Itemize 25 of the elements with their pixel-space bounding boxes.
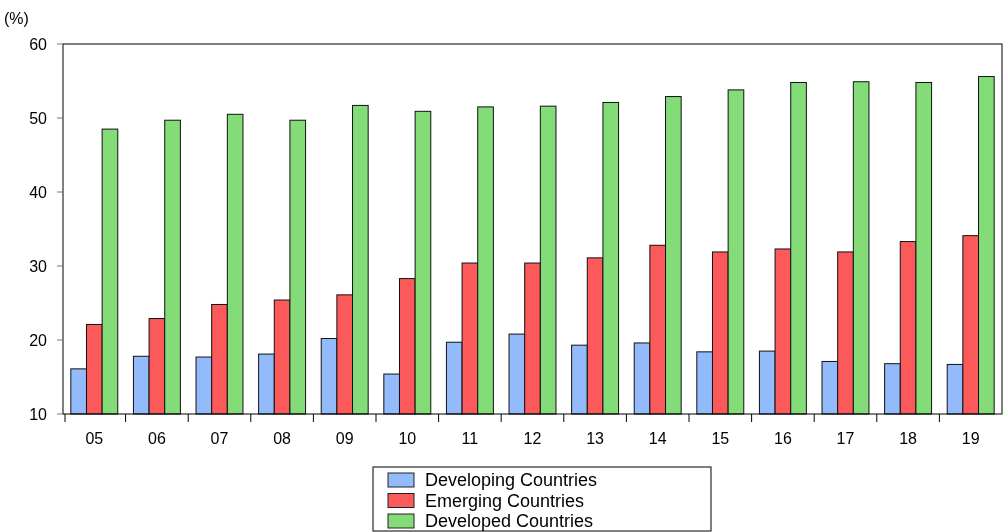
x-tick-label: 14 xyxy=(648,430,667,447)
x-tick-label: 18 xyxy=(899,430,918,447)
y-tick-label: 40 xyxy=(29,183,48,201)
y-tick-label: 50 xyxy=(29,109,48,127)
y-tick-label: 60 xyxy=(29,35,48,53)
y-tick-label: 10 xyxy=(29,405,48,423)
x-tick-label: 15 xyxy=(711,430,730,447)
legend-label: Emerging Countries xyxy=(425,490,585,511)
x-tick-label: 05 xyxy=(85,430,104,447)
x-tick-label: 17 xyxy=(836,430,855,447)
x-tick-label: 16 xyxy=(774,430,792,447)
y-tick-label: 20 xyxy=(29,331,48,349)
y-axis-title: (%) xyxy=(4,10,29,27)
legend-label: Developing Countries xyxy=(425,470,598,491)
x-tick-label: 09 xyxy=(335,430,354,447)
x-tick-label: 07 xyxy=(210,430,229,447)
x-tick-label: 19 xyxy=(961,430,980,447)
x-tick-label: 13 xyxy=(586,430,605,447)
x-tick-label: 08 xyxy=(273,430,292,447)
x-tick-label: 12 xyxy=(523,430,542,447)
x-tick-label: 11 xyxy=(461,430,479,447)
y-tick-label: 30 xyxy=(29,257,48,275)
legend-label: Developed Countries xyxy=(425,511,594,532)
x-tick-label: 06 xyxy=(148,430,166,447)
x-tick-label: 10 xyxy=(398,430,417,447)
